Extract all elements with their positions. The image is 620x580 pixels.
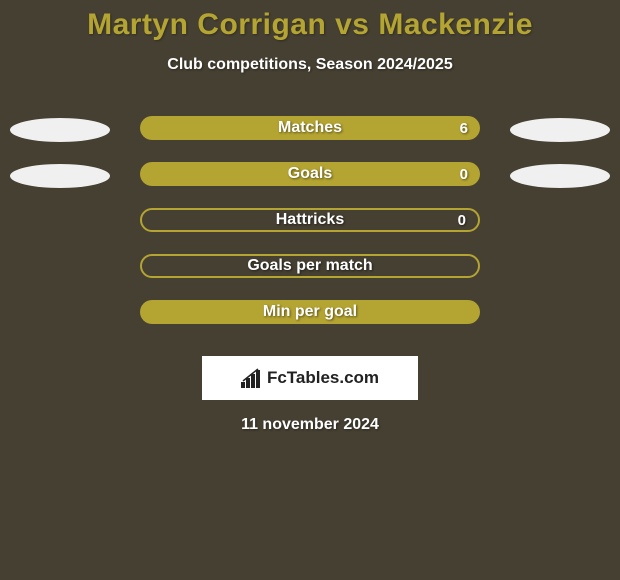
stat-bar: Matches 6	[140, 116, 480, 140]
stat-row-goals-per-match: Goals per match	[0, 254, 620, 300]
stat-row-hattricks: Hattricks 0	[0, 208, 620, 254]
stat-bar: Goals per match	[140, 254, 480, 278]
logo-label: FcTables.com	[267, 368, 379, 388]
stat-value: 0	[458, 212, 466, 229]
stat-label: Goals	[288, 165, 332, 183]
stat-rows: Matches 6 Goals 0 Hattricks 0 Goals	[0, 116, 620, 346]
stat-bar: Hattricks 0	[140, 208, 480, 232]
subtitle: Club competitions, Season 2024/2025	[0, 56, 620, 74]
player2-marker	[510, 118, 610, 142]
player1-marker	[10, 164, 110, 188]
stat-label: Matches	[278, 119, 342, 137]
date-label: 11 november 2024	[0, 416, 620, 434]
fctables-logo: FcTables.com	[241, 368, 379, 388]
stat-label: Hattricks	[276, 211, 344, 229]
stat-row-matches: Matches 6	[0, 116, 620, 162]
player2-marker	[510, 164, 610, 188]
page-title: Martyn Corrigan vs Mackenzie	[0, 0, 620, 42]
comparison-infographic: Martyn Corrigan vs Mackenzie Club compet…	[0, 0, 620, 580]
stat-bar: Min per goal	[140, 300, 480, 324]
stat-value: 0	[460, 166, 468, 183]
logo-box: FcTables.com	[202, 356, 418, 400]
stat-value: 6	[460, 120, 468, 137]
player1-marker	[10, 118, 110, 142]
stat-row-goals: Goals 0	[0, 162, 620, 208]
stat-label: Min per goal	[263, 303, 357, 321]
bars-icon	[241, 368, 263, 388]
stat-bar: Goals 0	[140, 162, 480, 186]
stat-label: Goals per match	[247, 257, 372, 275]
stat-row-min-per-goal: Min per goal	[0, 300, 620, 346]
